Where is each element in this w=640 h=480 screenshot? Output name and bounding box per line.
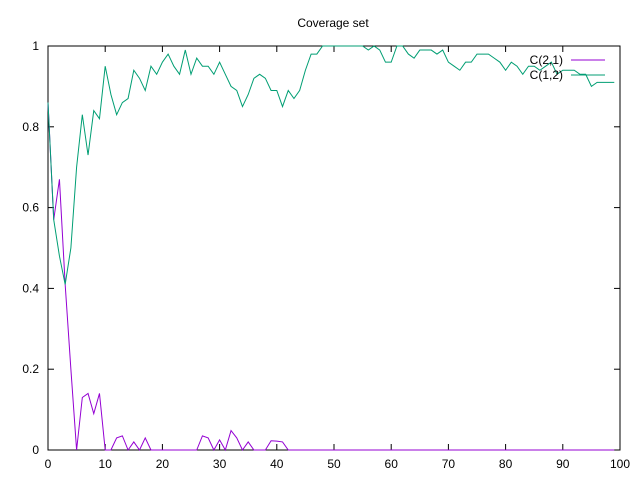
x-tick-label: 80 <box>499 457 513 471</box>
series-line-2 <box>47 45 615 285</box>
y-tick-label: 0 <box>32 443 39 457</box>
y-tick-label: 0.2 <box>22 362 39 376</box>
y-tick-label: 0.4 <box>22 281 39 295</box>
series-line-1 <box>47 102 615 452</box>
x-tick-label: 50 <box>327 457 341 471</box>
x-tick-label: 40 <box>270 457 284 471</box>
y-tick-label: 0.6 <box>22 201 39 215</box>
x-tick-label: 10 <box>99 457 113 471</box>
y-tick-label: 0.8 <box>22 120 39 134</box>
y-tick-label: 1 <box>32 39 39 53</box>
x-tick-label: 70 <box>442 457 456 471</box>
legend-label-2: C(1,2) <box>530 68 563 82</box>
plot-border <box>47 45 621 451</box>
x-tick-label: 90 <box>556 457 570 471</box>
x-tick-label: 0 <box>45 457 52 471</box>
chart-title: Coverage set <box>297 16 369 30</box>
series-layer <box>47 45 615 452</box>
x-tick-label: 30 <box>213 457 227 471</box>
x-tick-label: 20 <box>156 457 170 471</box>
legend-label-1: C(2,1) <box>530 53 563 67</box>
x-tick-label: 100 <box>610 457 630 471</box>
x-tick-label: 60 <box>385 457 399 471</box>
legend: C(2,1)C(1,2) <box>530 53 605 82</box>
